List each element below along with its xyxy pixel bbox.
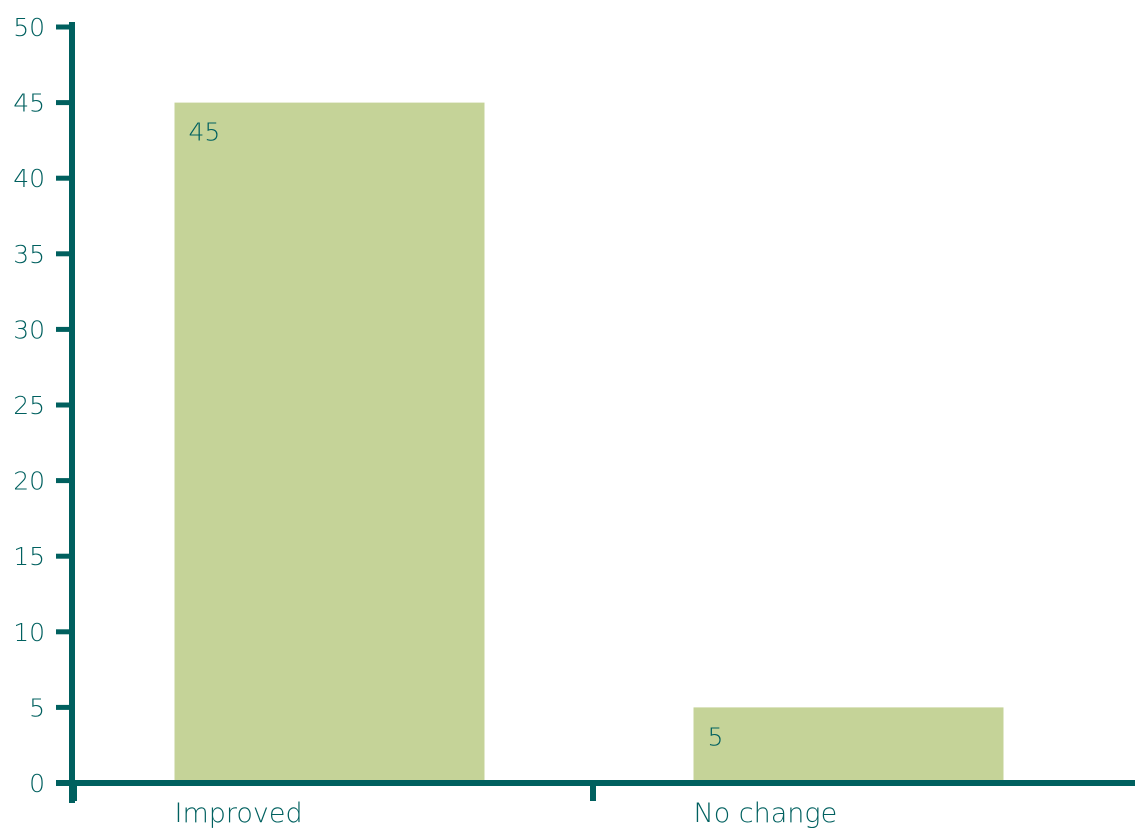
y-tick-label: 45	[13, 89, 45, 118]
y-tick-label: 15	[13, 542, 45, 571]
data-label-no-change: 5	[708, 722, 724, 751]
y-ticks-group: 0 5 10 15 20 25 30 35 40 45 50	[13, 13, 72, 798]
bar-no-change	[693, 707, 1004, 783]
y-tick-label: 30	[13, 315, 45, 344]
y-tick-label: 5	[29, 693, 45, 722]
x-tick-label-no-change: No change	[694, 798, 838, 828]
y-tick-label: 0	[29, 769, 45, 798]
labels-group: 45 Improved 5 No change	[175, 118, 838, 828]
y-tick-label: 20	[13, 467, 45, 496]
x-tick-label-improved: Improved	[175, 798, 303, 828]
y-tick-label: 10	[13, 618, 45, 647]
y-tick-label: 25	[13, 391, 45, 420]
bars-group	[174, 102, 1004, 784]
bar-improved	[174, 102, 485, 784]
y-tick-label: 35	[13, 240, 45, 269]
y-tick-label: 50	[13, 13, 45, 42]
x-ticks-group	[71, 783, 596, 801]
data-label-improved: 45	[189, 118, 221, 147]
y-tick-label: 40	[13, 164, 45, 193]
